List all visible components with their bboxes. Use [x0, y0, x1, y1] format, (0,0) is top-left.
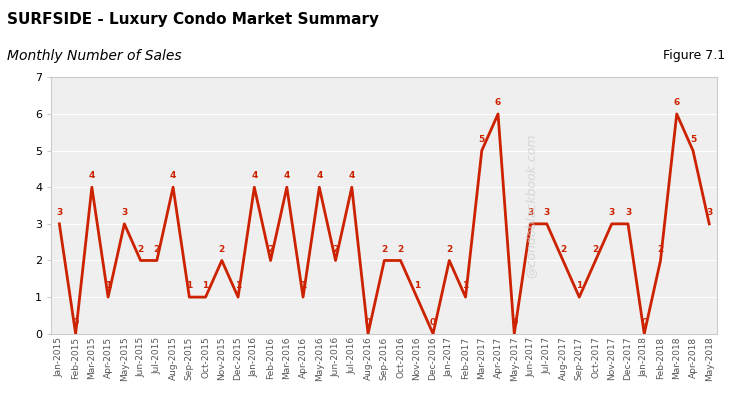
Text: 1: 1: [300, 281, 306, 290]
Text: 2: 2: [560, 245, 566, 254]
Text: 2: 2: [219, 245, 225, 254]
Text: 3: 3: [608, 208, 615, 217]
Text: 6: 6: [495, 98, 501, 107]
Text: 3: 3: [544, 208, 550, 217]
Text: 0: 0: [430, 318, 436, 327]
Text: 1: 1: [463, 281, 468, 290]
Text: 1: 1: [235, 281, 242, 290]
Text: 4: 4: [89, 171, 95, 180]
Text: 4: 4: [316, 171, 323, 180]
Text: 1: 1: [576, 281, 583, 290]
Text: 5: 5: [479, 135, 485, 144]
Text: 2: 2: [657, 245, 664, 254]
Text: 2: 2: [592, 245, 599, 254]
Text: 2: 2: [138, 245, 143, 254]
Text: 4: 4: [283, 171, 290, 180]
Text: 3: 3: [56, 208, 62, 217]
Text: 3: 3: [122, 208, 127, 217]
Text: 0: 0: [72, 318, 78, 327]
Text: 1: 1: [203, 281, 209, 290]
Text: 0: 0: [365, 318, 371, 327]
Text: 0: 0: [641, 318, 647, 327]
Text: 1: 1: [414, 281, 420, 290]
Text: 4: 4: [348, 171, 355, 180]
Text: 2: 2: [381, 245, 387, 254]
Text: 2: 2: [154, 245, 160, 254]
Text: 0: 0: [511, 318, 518, 327]
Text: 1: 1: [186, 281, 193, 290]
Text: 2: 2: [332, 245, 339, 254]
Text: 1: 1: [105, 281, 111, 290]
Text: 3: 3: [706, 208, 712, 217]
Text: 6: 6: [673, 98, 680, 107]
Text: 5: 5: [690, 135, 696, 144]
Text: 2: 2: [397, 245, 403, 254]
Text: 2: 2: [267, 245, 274, 254]
Text: Figure 7.1: Figure 7.1: [662, 49, 725, 62]
Text: 4: 4: [170, 171, 176, 180]
Text: 3: 3: [527, 208, 534, 217]
Text: SURFSIDE - Luxury Condo Market Summary: SURFSIDE - Luxury Condo Market Summary: [7, 12, 379, 27]
Text: 2: 2: [447, 245, 452, 254]
Text: 4: 4: [251, 171, 258, 180]
Text: @condoblackbook.com: @condoblackbook.com: [524, 133, 537, 278]
Text: Monthly Number of Sales: Monthly Number of Sales: [7, 49, 182, 63]
Text: 3: 3: [625, 208, 631, 217]
